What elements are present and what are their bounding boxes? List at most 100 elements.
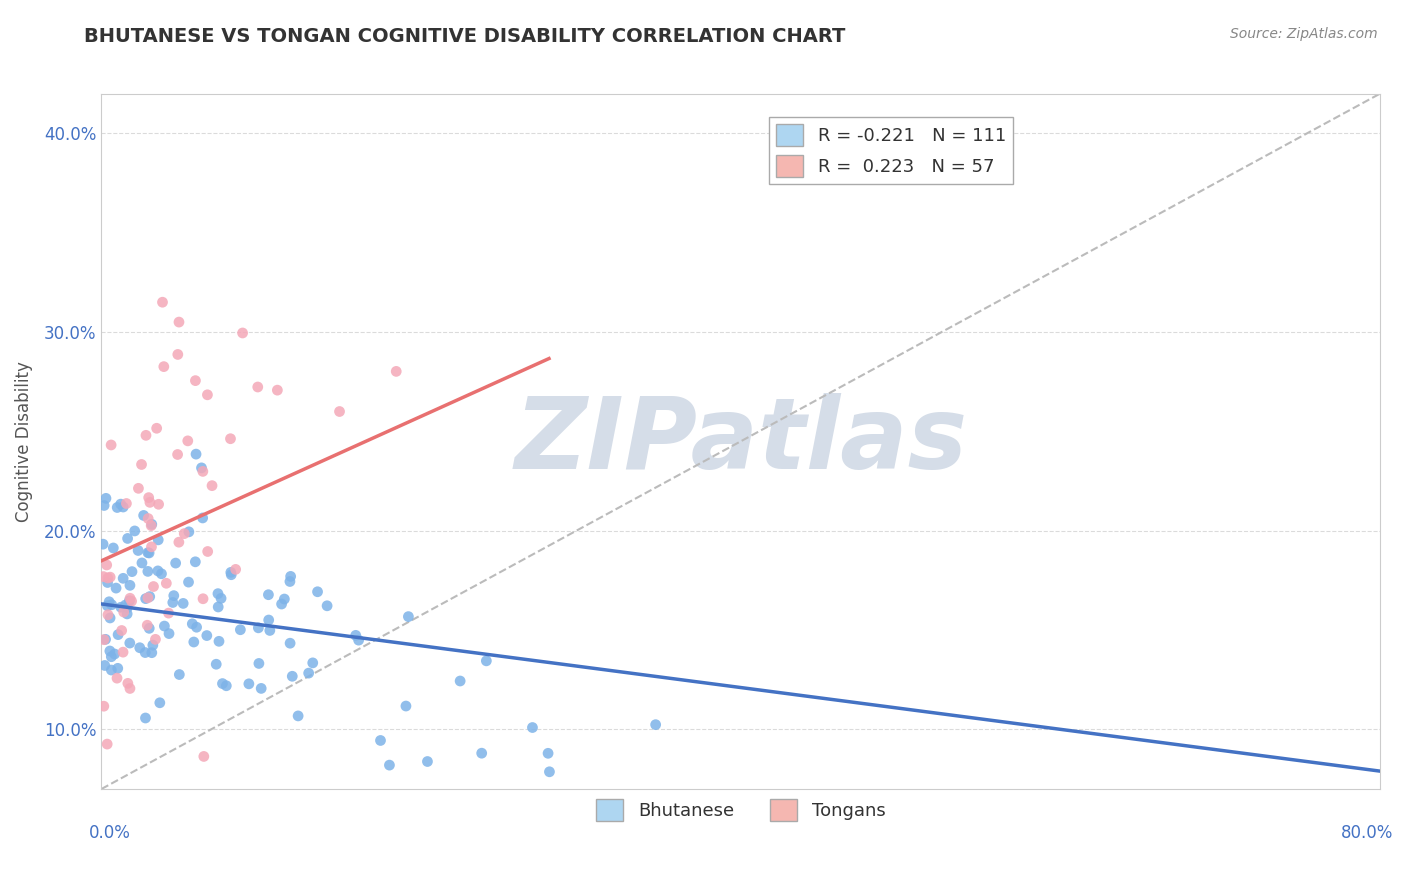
Bhutanese — [278, 574, 301, 589]
Bhutanese — [191, 511, 214, 525]
Tongans — [142, 580, 165, 594]
Bhutanese — [96, 599, 118, 613]
Tongans — [117, 676, 139, 690]
Text: 80.0%: 80.0% — [1340, 823, 1393, 842]
Bhutanese — [522, 721, 544, 735]
Bhutanese — [307, 584, 329, 599]
Text: 0.0%: 0.0% — [89, 823, 131, 842]
Bhutanese — [208, 634, 231, 648]
Bhutanese — [141, 646, 163, 660]
Bhutanese — [131, 556, 153, 570]
Tongans — [193, 749, 215, 764]
Bhutanese — [98, 611, 121, 625]
Tongans — [111, 624, 134, 638]
Bhutanese — [247, 657, 270, 671]
Bhutanese — [138, 546, 160, 560]
Bhutanese — [207, 599, 229, 614]
Bhutanese — [257, 613, 280, 627]
Bhutanese — [316, 599, 339, 613]
Bhutanese — [238, 677, 260, 691]
Bhutanese — [114, 598, 136, 612]
Bhutanese — [471, 746, 494, 760]
Bhutanese — [110, 600, 132, 615]
Tongans — [385, 364, 408, 378]
Tongans — [127, 481, 149, 495]
Bhutanese — [211, 676, 233, 690]
Tongans — [191, 464, 214, 478]
Bhutanese — [112, 500, 135, 514]
Bhutanese — [177, 575, 200, 590]
Tongans — [115, 496, 138, 510]
Bhutanese — [112, 571, 135, 585]
Tongans — [131, 458, 153, 472]
Bhutanese — [107, 627, 129, 641]
Tongans — [148, 497, 170, 511]
Text: ZIPatlas: ZIPatlas — [515, 392, 967, 490]
Bhutanese — [169, 667, 191, 681]
Bhutanese — [281, 669, 304, 683]
Bhutanese — [100, 598, 122, 612]
Tongans — [136, 511, 159, 525]
Tongans — [94, 792, 117, 806]
Tongans — [135, 428, 157, 442]
Bhutanese — [104, 647, 127, 661]
Bhutanese — [287, 709, 309, 723]
Bhutanese — [162, 595, 184, 609]
Bhutanese — [273, 592, 295, 607]
Bhutanese — [142, 638, 165, 652]
Bhutanese — [128, 640, 150, 655]
Tongans — [141, 518, 163, 533]
Tongans — [112, 645, 135, 659]
Bhutanese — [138, 621, 160, 635]
Bhutanese — [538, 764, 561, 779]
Tongans — [141, 540, 163, 554]
Tongans — [155, 576, 177, 591]
Bhutanese — [157, 626, 180, 640]
Bhutanese — [172, 596, 194, 610]
Bhutanese — [247, 621, 270, 635]
Tongans — [145, 421, 167, 435]
Text: Source: ZipAtlas.com: Source: ZipAtlas.com — [1230, 27, 1378, 41]
Bhutanese — [93, 499, 115, 513]
Text: BHUTANESE VS TONGAN COGNITIVE DISABILITY CORRELATION CHART: BHUTANESE VS TONGAN COGNITIVE DISABILITY… — [84, 27, 846, 45]
Tongans — [232, 326, 254, 340]
Bhutanese — [177, 524, 200, 539]
Bhutanese — [278, 636, 301, 650]
Tongans — [96, 737, 118, 751]
Bhutanese — [301, 656, 323, 670]
Bhutanese — [319, 821, 342, 835]
Tongans — [145, 632, 167, 647]
Tongans — [177, 434, 200, 448]
Tongans — [96, 558, 118, 572]
Bhutanese — [190, 461, 212, 475]
Bhutanese — [416, 755, 439, 769]
Bhutanese — [134, 646, 156, 660]
Tongans — [152, 295, 174, 310]
Bhutanese — [395, 699, 418, 714]
Tongans — [166, 347, 188, 361]
Tongans — [121, 594, 143, 608]
Tongans — [118, 591, 141, 606]
Legend: Bhutanese, Tongans: Bhutanese, Tongans — [589, 792, 893, 829]
Tongans — [197, 544, 219, 558]
Bhutanese — [475, 654, 498, 668]
Bhutanese — [347, 633, 370, 648]
Bhutanese — [118, 578, 141, 592]
Tongans — [136, 591, 159, 605]
Tongans — [184, 374, 207, 388]
Tongans — [97, 571, 120, 585]
Bhutanese — [378, 758, 401, 772]
Bhutanese — [257, 588, 280, 602]
Bhutanese — [153, 619, 176, 633]
Tongans — [166, 448, 188, 462]
Tongans — [97, 607, 120, 622]
Bhutanese — [344, 628, 367, 642]
Tongans — [266, 383, 288, 397]
Bhutanese — [98, 644, 121, 658]
Tongans — [93, 699, 115, 714]
Tongans — [118, 681, 141, 696]
Bhutanese — [215, 679, 238, 693]
Bhutanese — [250, 681, 273, 696]
Bhutanese — [94, 491, 117, 506]
Bhutanese — [138, 590, 160, 604]
